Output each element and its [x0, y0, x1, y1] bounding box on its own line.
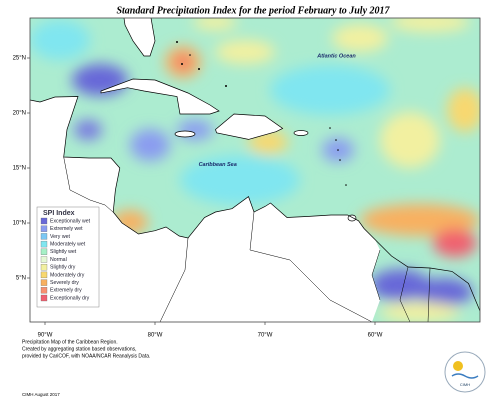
legend: SPI Index Exceptionally wet Extremely wet… [36, 206, 100, 308]
legend-swatch [40, 279, 48, 286]
legend-label: Exceptionally wet [50, 218, 91, 224]
legend-label: Very wet [50, 234, 70, 240]
spi-field [30, 18, 480, 322]
legend-swatch [40, 287, 48, 294]
lat-tick-label: 25°N [13, 56, 26, 62]
footnote: Precipitation Map of the Caribbean Regio… [22, 339, 150, 397]
legend-swatch [40, 264, 48, 271]
place-label: Caribbean Sea [199, 162, 237, 168]
legend-label: Normal [50, 257, 67, 263]
legend-label: Extremely wet [50, 226, 83, 232]
legend-swatch [40, 225, 48, 232]
note-line: provided by CariCOF, with NOAA/NCAR Rean… [22, 353, 150, 359]
lat-tick-label: 20°N [13, 111, 26, 117]
lat-tick-label: 10°N [13, 221, 26, 227]
legend-swatch [40, 217, 48, 225]
legend-label: Moderately wet [50, 241, 86, 247]
lat-tick-label: 5°N [16, 276, 26, 282]
place-label: Atlantic Ocean [316, 53, 356, 59]
legend-label: Moderately dry [50, 272, 85, 278]
lon-tick-label: 80°W [148, 333, 163, 339]
legend-label: Exceptionally dry [50, 295, 90, 301]
legend-swatch [40, 256, 48, 263]
map-frame [29, 17, 481, 323]
legend-swatch [40, 294, 48, 302]
legend-label: Extremely dry [50, 288, 82, 294]
map-title: Standard Precipitation Index for the per… [116, 5, 390, 16]
lon-tick-label: 70°W [258, 333, 273, 339]
logo-text: CIMH [460, 382, 470, 387]
legend-swatch [40, 271, 48, 279]
lat-tick-label: 15°N [13, 166, 26, 172]
note-line: Precipitation Map of the Caribbean Regio… [22, 339, 118, 345]
legend-swatch [40, 240, 48, 248]
legend-label: Slightly dry [50, 265, 76, 271]
legend-label: Slightly wet [50, 249, 77, 255]
credit: CIMH August 2017 [22, 392, 60, 397]
legend-swatch [40, 248, 48, 255]
legend-label: Severely dry [50, 280, 79, 286]
legend-swatch [40, 233, 48, 240]
lon-tick-label: 60°W [368, 333, 383, 339]
legend-title: SPI Index [43, 210, 75, 217]
lon-tick-label: 90°W [38, 333, 53, 339]
note-line: Created by aggregating station based obs… [22, 346, 137, 352]
logo: CIMH [444, 351, 486, 393]
